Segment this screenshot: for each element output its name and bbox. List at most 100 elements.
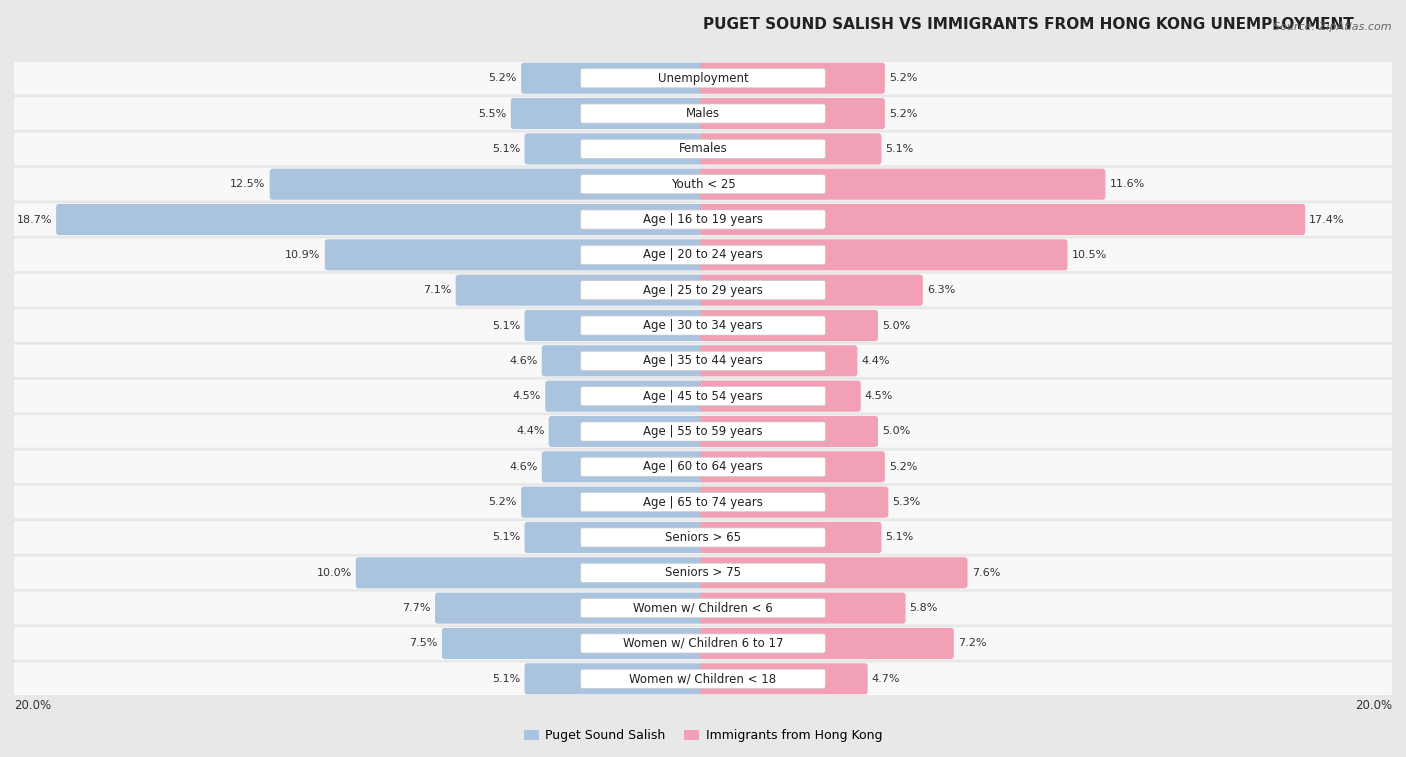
Text: 5.1%: 5.1% bbox=[492, 532, 520, 543]
FancyBboxPatch shape bbox=[700, 310, 877, 341]
Text: 5.2%: 5.2% bbox=[889, 73, 917, 83]
Text: 7.5%: 7.5% bbox=[409, 638, 437, 649]
Text: 5.1%: 5.1% bbox=[886, 532, 914, 543]
FancyBboxPatch shape bbox=[700, 98, 884, 129]
FancyBboxPatch shape bbox=[14, 344, 1392, 377]
Text: Unemployment: Unemployment bbox=[658, 72, 748, 85]
FancyBboxPatch shape bbox=[581, 387, 825, 406]
Text: 11.6%: 11.6% bbox=[1109, 179, 1144, 189]
FancyBboxPatch shape bbox=[700, 628, 953, 659]
Text: 4.4%: 4.4% bbox=[516, 426, 544, 437]
Text: 17.4%: 17.4% bbox=[1309, 214, 1344, 225]
Text: 12.5%: 12.5% bbox=[231, 179, 266, 189]
Text: PUGET SOUND SALISH VS IMMIGRANTS FROM HONG KONG UNEMPLOYMENT: PUGET SOUND SALISH VS IMMIGRANTS FROM HO… bbox=[703, 17, 1354, 33]
FancyBboxPatch shape bbox=[546, 381, 706, 412]
Text: Women w/ Children < 6: Women w/ Children < 6 bbox=[633, 602, 773, 615]
FancyBboxPatch shape bbox=[325, 239, 706, 270]
FancyBboxPatch shape bbox=[700, 169, 1105, 200]
FancyBboxPatch shape bbox=[14, 168, 1392, 201]
FancyBboxPatch shape bbox=[541, 345, 706, 376]
Text: 6.3%: 6.3% bbox=[927, 285, 955, 295]
Text: Age | 30 to 34 years: Age | 30 to 34 years bbox=[643, 319, 763, 332]
Text: 5.5%: 5.5% bbox=[478, 108, 506, 119]
FancyBboxPatch shape bbox=[14, 98, 1392, 129]
FancyBboxPatch shape bbox=[700, 275, 922, 306]
Text: Age | 35 to 44 years: Age | 35 to 44 years bbox=[643, 354, 763, 367]
FancyBboxPatch shape bbox=[581, 563, 825, 582]
FancyBboxPatch shape bbox=[524, 522, 706, 553]
FancyBboxPatch shape bbox=[524, 133, 706, 164]
Text: 7.6%: 7.6% bbox=[972, 568, 1000, 578]
FancyBboxPatch shape bbox=[14, 204, 1392, 235]
Text: 5.1%: 5.1% bbox=[886, 144, 914, 154]
Text: Youth < 25: Youth < 25 bbox=[671, 178, 735, 191]
FancyBboxPatch shape bbox=[14, 132, 1392, 165]
FancyBboxPatch shape bbox=[581, 599, 825, 618]
Text: 4.5%: 4.5% bbox=[513, 391, 541, 401]
Text: 5.1%: 5.1% bbox=[492, 144, 520, 154]
FancyBboxPatch shape bbox=[700, 451, 884, 482]
Text: 4.5%: 4.5% bbox=[865, 391, 893, 401]
FancyBboxPatch shape bbox=[700, 381, 860, 412]
FancyBboxPatch shape bbox=[14, 238, 1392, 271]
FancyBboxPatch shape bbox=[700, 345, 858, 376]
FancyBboxPatch shape bbox=[56, 204, 706, 235]
Text: Age | 65 to 74 years: Age | 65 to 74 years bbox=[643, 496, 763, 509]
FancyBboxPatch shape bbox=[14, 628, 1392, 659]
Text: 5.8%: 5.8% bbox=[910, 603, 938, 613]
FancyBboxPatch shape bbox=[441, 628, 706, 659]
FancyBboxPatch shape bbox=[700, 593, 905, 624]
FancyBboxPatch shape bbox=[14, 62, 1392, 95]
FancyBboxPatch shape bbox=[581, 139, 825, 158]
FancyBboxPatch shape bbox=[700, 133, 882, 164]
FancyBboxPatch shape bbox=[700, 557, 967, 588]
Text: Males: Males bbox=[686, 107, 720, 120]
Text: 10.9%: 10.9% bbox=[285, 250, 321, 260]
Text: 20.0%: 20.0% bbox=[14, 699, 51, 712]
Text: Age | 25 to 29 years: Age | 25 to 29 years bbox=[643, 284, 763, 297]
Text: Women w/ Children 6 to 17: Women w/ Children 6 to 17 bbox=[623, 637, 783, 650]
FancyBboxPatch shape bbox=[522, 63, 706, 94]
FancyBboxPatch shape bbox=[700, 487, 889, 518]
FancyBboxPatch shape bbox=[700, 522, 882, 553]
Text: Women w/ Children < 18: Women w/ Children < 18 bbox=[630, 672, 776, 685]
FancyBboxPatch shape bbox=[14, 486, 1392, 519]
Text: 5.0%: 5.0% bbox=[882, 320, 910, 331]
FancyBboxPatch shape bbox=[541, 451, 706, 482]
Text: Age | 20 to 24 years: Age | 20 to 24 years bbox=[643, 248, 763, 261]
Text: 4.6%: 4.6% bbox=[509, 356, 537, 366]
FancyBboxPatch shape bbox=[700, 239, 1067, 270]
FancyBboxPatch shape bbox=[700, 63, 884, 94]
FancyBboxPatch shape bbox=[581, 669, 825, 688]
Legend: Puget Sound Salish, Immigrants from Hong Kong: Puget Sound Salish, Immigrants from Hong… bbox=[519, 724, 887, 747]
FancyBboxPatch shape bbox=[581, 281, 825, 300]
FancyBboxPatch shape bbox=[581, 69, 825, 88]
FancyBboxPatch shape bbox=[270, 169, 706, 200]
Text: Seniors > 65: Seniors > 65 bbox=[665, 531, 741, 544]
Text: Age | 16 to 19 years: Age | 16 to 19 years bbox=[643, 213, 763, 226]
Text: 20.0%: 20.0% bbox=[1355, 699, 1392, 712]
FancyBboxPatch shape bbox=[14, 416, 1392, 447]
FancyBboxPatch shape bbox=[581, 351, 825, 370]
FancyBboxPatch shape bbox=[510, 98, 706, 129]
Text: 5.1%: 5.1% bbox=[492, 674, 520, 684]
FancyBboxPatch shape bbox=[581, 457, 825, 476]
FancyBboxPatch shape bbox=[14, 556, 1392, 589]
FancyBboxPatch shape bbox=[700, 416, 877, 447]
Text: Age | 45 to 54 years: Age | 45 to 54 years bbox=[643, 390, 763, 403]
Text: 5.2%: 5.2% bbox=[489, 73, 517, 83]
Text: 4.7%: 4.7% bbox=[872, 674, 900, 684]
FancyBboxPatch shape bbox=[548, 416, 706, 447]
FancyBboxPatch shape bbox=[14, 522, 1392, 553]
FancyBboxPatch shape bbox=[456, 275, 706, 306]
FancyBboxPatch shape bbox=[524, 310, 706, 341]
FancyBboxPatch shape bbox=[524, 663, 706, 694]
FancyBboxPatch shape bbox=[14, 450, 1392, 483]
FancyBboxPatch shape bbox=[700, 204, 1305, 235]
Text: 5.3%: 5.3% bbox=[893, 497, 921, 507]
Text: 7.2%: 7.2% bbox=[957, 638, 987, 649]
Text: Age | 60 to 64 years: Age | 60 to 64 years bbox=[643, 460, 763, 473]
Text: Age | 55 to 59 years: Age | 55 to 59 years bbox=[643, 425, 763, 438]
Text: 4.6%: 4.6% bbox=[509, 462, 537, 472]
FancyBboxPatch shape bbox=[581, 245, 825, 264]
